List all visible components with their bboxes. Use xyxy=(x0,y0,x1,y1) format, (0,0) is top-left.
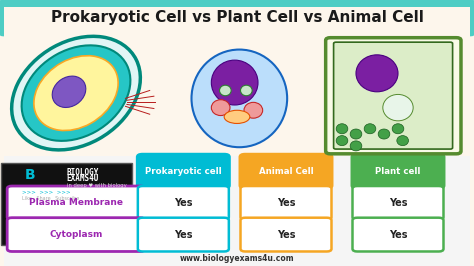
Text: Cytoplasm: Cytoplasm xyxy=(49,230,103,239)
Ellipse shape xyxy=(219,85,231,96)
Ellipse shape xyxy=(34,56,118,131)
Text: Yes: Yes xyxy=(389,230,407,240)
Text: Yes: Yes xyxy=(174,230,192,240)
FancyBboxPatch shape xyxy=(138,186,229,220)
Ellipse shape xyxy=(350,141,362,151)
FancyBboxPatch shape xyxy=(353,186,444,220)
FancyBboxPatch shape xyxy=(137,154,230,189)
Text: Yes: Yes xyxy=(277,198,295,208)
FancyBboxPatch shape xyxy=(240,218,331,251)
FancyBboxPatch shape xyxy=(7,218,145,251)
Ellipse shape xyxy=(12,36,140,150)
Text: Prokaryotic Cell vs Plant Cell vs Animal Cell: Prokaryotic Cell vs Plant Cell vs Animal… xyxy=(51,10,423,25)
Text: B: B xyxy=(25,168,35,182)
Text: Yes: Yes xyxy=(389,198,407,208)
Text: BIOLOGY: BIOLOGY xyxy=(67,168,99,177)
Text: Yes: Yes xyxy=(174,198,192,208)
Ellipse shape xyxy=(336,124,348,134)
Ellipse shape xyxy=(383,94,413,121)
Ellipse shape xyxy=(211,60,258,105)
Text: www.biologyexams4u.com: www.biologyexams4u.com xyxy=(180,254,294,263)
Text: Plasma Membrane: Plasma Membrane xyxy=(29,198,123,207)
FancyBboxPatch shape xyxy=(4,156,470,266)
Ellipse shape xyxy=(378,129,390,139)
Ellipse shape xyxy=(22,45,130,141)
Ellipse shape xyxy=(397,136,409,146)
FancyBboxPatch shape xyxy=(352,154,445,189)
Ellipse shape xyxy=(392,124,404,134)
Ellipse shape xyxy=(356,55,398,92)
Text: Plant cell: Plant cell xyxy=(375,167,421,176)
Ellipse shape xyxy=(364,124,376,134)
FancyBboxPatch shape xyxy=(326,38,461,154)
Text: Like   Share   Subscribe: Like Share Subscribe xyxy=(22,196,80,201)
FancyBboxPatch shape xyxy=(138,218,229,251)
Text: Yes: Yes xyxy=(277,230,295,240)
Text: in deep ♥ with biology: in deep ♥ with biology xyxy=(67,183,127,188)
Ellipse shape xyxy=(244,102,263,118)
Ellipse shape xyxy=(191,49,287,147)
FancyBboxPatch shape xyxy=(240,186,331,220)
Text: Animal Cell: Animal Cell xyxy=(259,167,313,176)
FancyBboxPatch shape xyxy=(334,42,453,149)
FancyBboxPatch shape xyxy=(353,218,444,251)
Ellipse shape xyxy=(211,100,230,115)
FancyBboxPatch shape xyxy=(0,0,474,36)
Text: Prokaryotic cell: Prokaryotic cell xyxy=(145,167,222,176)
Ellipse shape xyxy=(240,85,252,96)
Text: >>>  >>>  >>>: >>> >>> >>> xyxy=(22,190,71,195)
Ellipse shape xyxy=(52,76,86,107)
Ellipse shape xyxy=(336,136,348,146)
FancyBboxPatch shape xyxy=(1,163,132,245)
FancyBboxPatch shape xyxy=(7,186,145,220)
FancyBboxPatch shape xyxy=(4,7,470,156)
Ellipse shape xyxy=(224,110,250,123)
Text: EXAMS4U: EXAMS4U xyxy=(67,174,99,183)
Ellipse shape xyxy=(350,129,362,139)
FancyBboxPatch shape xyxy=(239,154,332,189)
